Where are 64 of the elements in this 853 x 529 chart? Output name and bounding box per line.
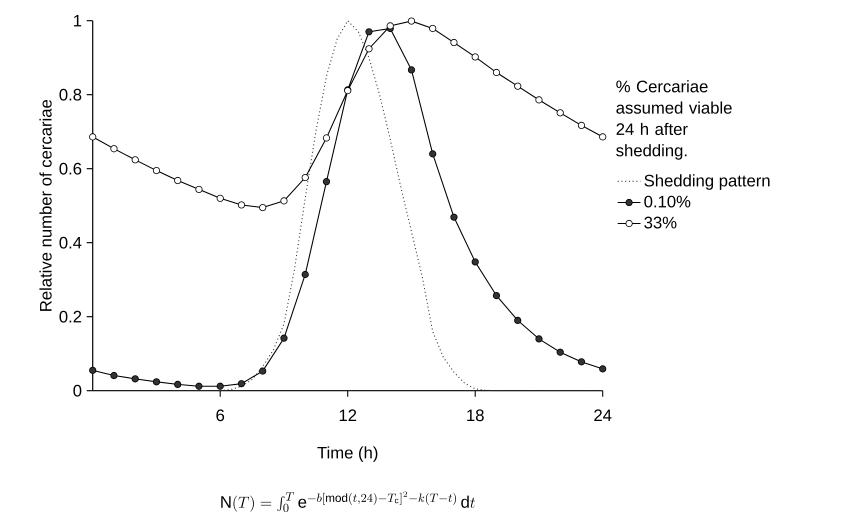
point	[408, 66, 416, 74]
point	[174, 380, 182, 388]
point	[259, 367, 266, 375]
point	[195, 382, 203, 390]
point	[110, 372, 118, 380]
x-tick-label: 12	[340, 409, 356, 422]
x-tick-label: 6	[216, 409, 224, 422]
point	[280, 334, 288, 342]
point	[514, 316, 522, 324]
point	[365, 28, 373, 36]
y-tick-label: 0.4	[59, 236, 82, 249]
y-tick-label: 0	[73, 384, 82, 397]
point	[174, 176, 182, 184]
point	[195, 186, 203, 194]
point	[132, 375, 139, 382]
legend-label: 33%	[644, 216, 676, 228]
point	[429, 24, 436, 32]
point	[556, 348, 564, 356]
point	[514, 82, 522, 90]
text: $\mathrm{N}(T) = \int_0^T \mathrm{e}^{-b[\mathrm{mod}(t,24)-T_{\mathrm{c}}]^2-k(T-t)}\,\mathrm{d}t$	[221, 491, 476, 512]
y-tick-label: 1	[74, 14, 82, 26]
point	[492, 292, 500, 300]
point	[386, 22, 394, 30]
point	[302, 270, 309, 278]
point	[535, 96, 543, 104]
point	[599, 365, 606, 372]
x-tick-label: 24	[594, 409, 612, 422]
point	[152, 378, 160, 386]
point	[472, 53, 479, 61]
point	[429, 150, 436, 158]
y-axis-title: Relative number of cercariae	[39, 100, 52, 311]
x-tick-label: 18	[467, 409, 484, 422]
legend-title: % Cercariae assumed viable 24 h after shedding.	[616, 80, 732, 160]
point	[450, 38, 458, 46]
point	[132, 156, 139, 164]
point	[450, 214, 458, 221]
point	[492, 68, 500, 76]
point	[472, 258, 479, 266]
x-axis-title: Time (h)	[317, 446, 378, 462]
point	[89, 366, 96, 374]
point	[216, 194, 224, 202]
legend-label: Shedding pattern	[644, 174, 770, 190]
point	[322, 134, 330, 142]
point	[216, 382, 224, 390]
point	[578, 122, 586, 130]
point	[599, 133, 606, 140]
y-tick-label: 0.2	[59, 310, 82, 323]
point	[322, 178, 330, 186]
point	[280, 197, 288, 204]
y-tick-label: 0.8	[59, 88, 82, 101]
point	[302, 174, 309, 182]
point	[365, 45, 373, 52]
point	[535, 335, 543, 342]
point	[152, 166, 160, 174]
point	[238, 380, 246, 388]
point	[89, 133, 96, 140]
point	[238, 201, 246, 209]
point	[408, 17, 416, 25]
legend-label: 0.10%	[644, 196, 690, 208]
point	[259, 204, 266, 212]
point	[110, 145, 118, 152]
y-tick-label: 0.6	[59, 162, 82, 175]
point	[556, 109, 564, 116]
point	[578, 358, 586, 366]
